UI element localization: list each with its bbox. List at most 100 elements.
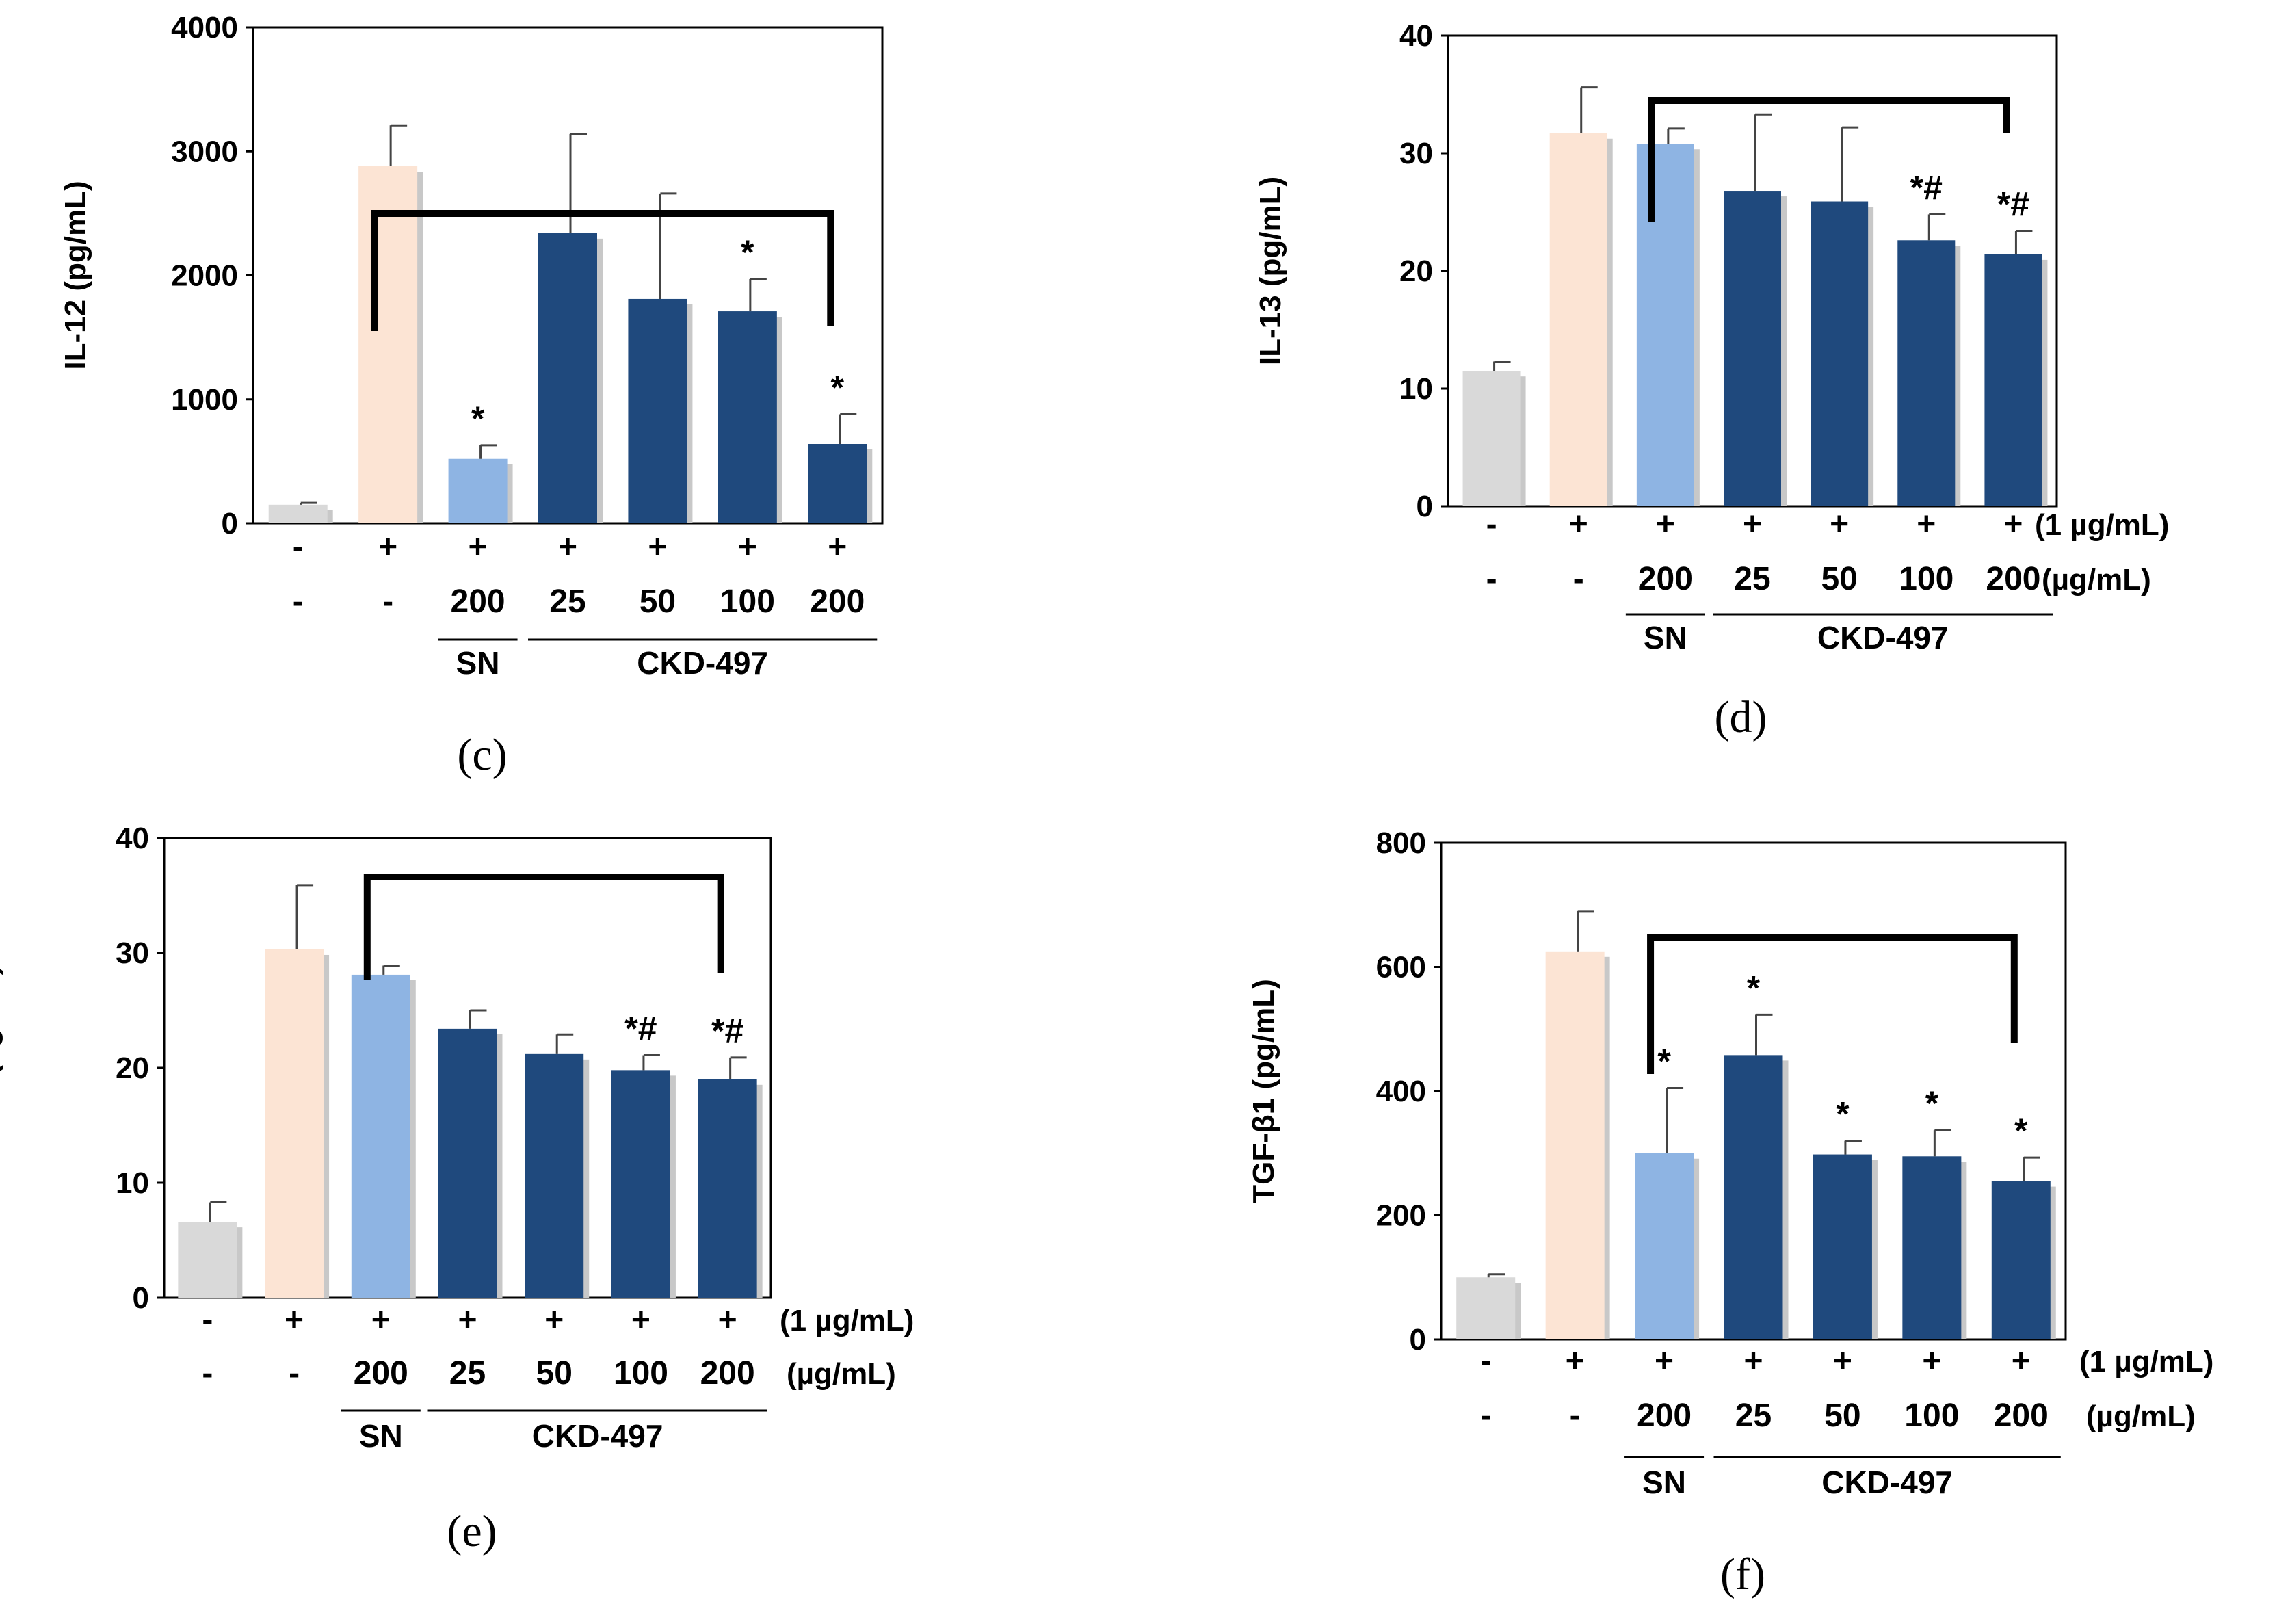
- condition-row2-label: -: [1480, 1398, 1491, 1434]
- bar: [268, 504, 328, 523]
- bar: [358, 166, 418, 523]
- row1-unit: (1 µg/mL): [2079, 1345, 2213, 1378]
- condition-row1-label: -: [1480, 1343, 1491, 1379]
- condition-row1-label: +: [828, 529, 847, 565]
- significance-mark: *#: [1910, 168, 1943, 207]
- condition-row1-label: +: [1917, 506, 1936, 542]
- condition-row1-label: -: [293, 529, 304, 565]
- condition-row2-label: 200: [700, 1355, 755, 1391]
- bar: [438, 1028, 497, 1298]
- bar: [698, 1079, 757, 1298]
- condition-row1-label: -: [1486, 506, 1497, 542]
- significance-mark: *: [741, 233, 754, 272]
- condition-row2-label: -: [382, 584, 393, 620]
- significance-mark: *: [1925, 1084, 1939, 1123]
- bar: [1636, 144, 1694, 507]
- panel-caption: (d): [1715, 692, 1767, 742]
- significance-mark: *: [1747, 969, 1761, 1007]
- y-tick-label: 10: [1399, 372, 1433, 406]
- row2-unit: (µg/mL): [787, 1357, 896, 1391]
- condition-row1-label: +: [1743, 506, 1762, 542]
- y-tick-label: 2000: [171, 259, 238, 293]
- condition-row1-label: +: [378, 529, 397, 565]
- condition-row2-label: 50: [640, 584, 676, 620]
- bar: [525, 1053, 584, 1298]
- bar: [611, 1070, 670, 1298]
- y-tick-label: 800: [1376, 826, 1426, 860]
- condition-row2-label: 200: [451, 584, 505, 620]
- condition-row1-label: +: [631, 1302, 650, 1338]
- y-tick-label: 0: [133, 1281, 149, 1315]
- condition-row2-label: -: [293, 584, 304, 620]
- panel-caption: (f): [1720, 1549, 1765, 1599]
- significance-mark: *#: [1997, 185, 2029, 224]
- bar: [808, 444, 867, 523]
- panel-0: 0 1000 2000 3000 4000 IL-12 (pg/mL) * * * - + + + + + +…: [59, 11, 884, 780]
- group-label-sn: SN: [1642, 1465, 1686, 1500]
- bar: [1545, 951, 1605, 1339]
- condition-row1-label: +: [718, 1302, 737, 1338]
- group-label-sn: SN: [456, 645, 500, 681]
- condition-row1-label: +: [458, 1302, 477, 1338]
- condition-row2-label: 100: [614, 1355, 668, 1391]
- significance-mark: *: [1836, 1095, 1850, 1134]
- y-tick-label: 40: [116, 822, 149, 855]
- group-label-ckd: CKD-497: [637, 645, 768, 681]
- panel-caption: (c): [457, 730, 507, 780]
- bar: [178, 1222, 237, 1298]
- condition-row1-label: +: [1743, 1343, 1763, 1379]
- bar: [1549, 133, 1607, 506]
- y-axis-label: TNF-α (ng/mL): [0, 965, 3, 1171]
- y-tick-label: 400: [1376, 1075, 1426, 1108]
- condition-row2-label: -: [202, 1355, 213, 1391]
- bar: [1984, 254, 2042, 506]
- condition-row2-label: 200: [354, 1355, 408, 1391]
- y-axis-label: TGF-β1 (pg/mL): [1247, 979, 1280, 1203]
- y-tick-label: 600: [1376, 951, 1426, 984]
- bar: [1724, 1055, 1783, 1339]
- condition-row2-label: -: [1570, 1398, 1581, 1434]
- y-tick-label: 0: [1410, 1323, 1426, 1357]
- bar: [448, 458, 508, 523]
- condition-row1-label: +: [1569, 506, 1588, 542]
- bar: [265, 949, 324, 1298]
- panel-1: 0 10 20 30 40 IL-13 (pg/mL) *# *# - + + + + + + - - 200 25…: [1254, 19, 2169, 742]
- condition-row2-label: 200: [1637, 1398, 1692, 1434]
- bar: [1991, 1181, 2051, 1339]
- condition-row2-label: 25: [1734, 561, 1770, 597]
- condition-row1-label: +: [285, 1302, 304, 1338]
- y-axis-label: IL-12 (pg/mL): [59, 181, 92, 369]
- condition-row1-label: +: [371, 1302, 391, 1338]
- row2-unit: (µg/mL): [2042, 563, 2151, 597]
- condition-row1-label: +: [2003, 506, 2023, 542]
- y-tick-label: 30: [116, 937, 149, 970]
- y-tick-label: 30: [1399, 137, 1433, 170]
- significance-mark: *: [471, 400, 485, 438]
- bar: [1811, 201, 1869, 506]
- condition-row2-label: -: [1486, 561, 1497, 597]
- condition-row2-label: 50: [1824, 1398, 1860, 1434]
- bar: [628, 298, 687, 523]
- condition-row2-label: 50: [536, 1355, 572, 1391]
- condition-row2-label: 200: [1638, 561, 1693, 597]
- bar: [351, 974, 410, 1298]
- condition-row1-label: +: [1566, 1343, 1585, 1379]
- panel-caption: (e): [447, 1506, 497, 1556]
- panel-2: 0 10 20 30 40 TNF-α (ng/mL) *# *# - + + + + + + - - 200 25…: [0, 822, 914, 1556]
- condition-row2-label: 25: [549, 584, 585, 620]
- comparison-bracket: [1647, 934, 2018, 1074]
- condition-row1-label: -: [202, 1302, 213, 1338]
- bar: [718, 311, 777, 523]
- condition-row1-label: +: [1656, 506, 1675, 542]
- y-tick-label: 200: [1376, 1199, 1426, 1233]
- condition-row1-label: +: [1833, 1343, 1852, 1379]
- condition-row1-label: +: [1830, 506, 1849, 542]
- comparison-bracket: [1648, 97, 2010, 222]
- y-tick-label: 3000: [171, 135, 238, 168]
- y-tick-label: 4000: [171, 11, 238, 44]
- bar: [1456, 1277, 1516, 1339]
- condition-row2-label: 200: [810, 584, 865, 620]
- bar: [1897, 240, 1956, 506]
- bar: [538, 233, 597, 523]
